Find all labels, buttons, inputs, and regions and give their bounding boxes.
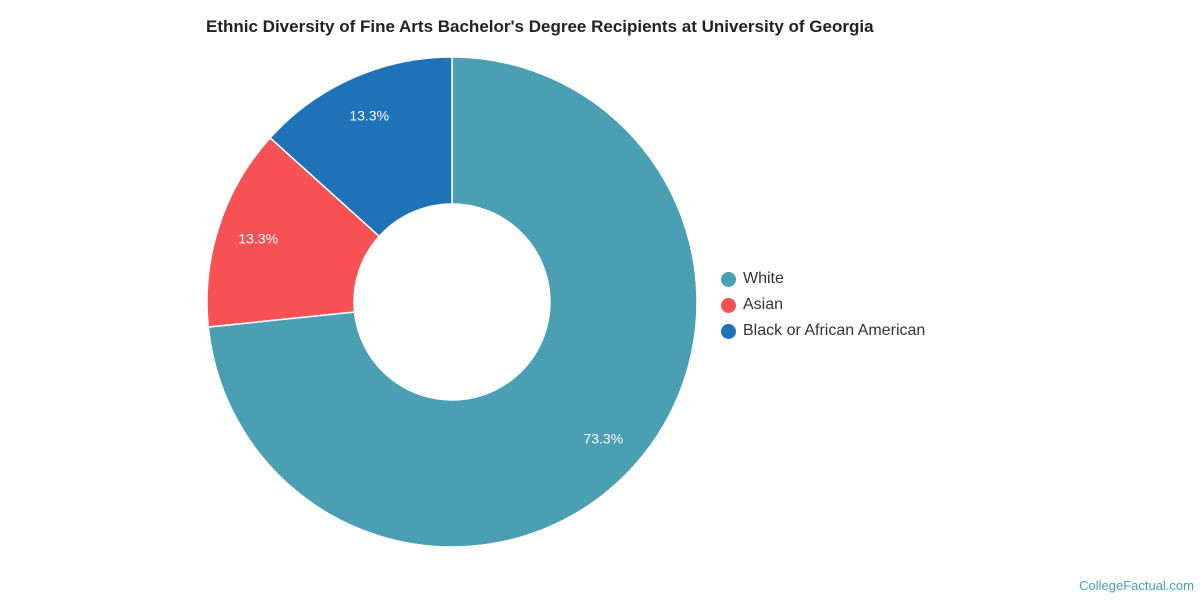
- legend-item-white[interactable]: White: [721, 266, 925, 292]
- legend-label-asian: Asian: [743, 296, 784, 313]
- credit-link[interactable]: CollegeFactual.com: [1079, 578, 1194, 593]
- slice-label-black-or-african-american: 13.3%: [349, 108, 389, 124]
- legend-item-black-or-african-american[interactable]: Black or African American: [721, 318, 925, 344]
- legend: White Asian Black or African American: [721, 266, 925, 344]
- slices-group: [206, 56, 698, 548]
- slice-labels-group: 73.3% 13.3% 13.3%: [238, 108, 623, 447]
- slice-white[interactable]: [207, 56, 698, 548]
- slice-black-or-african-american[interactable]: [269, 56, 453, 238]
- legend-label-white: White: [743, 270, 784, 287]
- slice-asian[interactable]: [206, 136, 381, 328]
- legend-swatch-asian: [721, 297, 736, 313]
- legend-label-black-or-african-american: Black or African American: [743, 322, 926, 339]
- legend-item-asian[interactable]: Asian: [721, 292, 925, 318]
- slice-label-asian: 13.3%: [238, 231, 278, 247]
- chart-title: Ethnic Diversity of Fine Arts Bachelor's…: [206, 17, 874, 36]
- slice-label-white: 73.3%: [583, 431, 623, 447]
- legend-swatch-black-or-african-american: [721, 323, 736, 339]
- legend-swatch-white: [721, 271, 736, 287]
